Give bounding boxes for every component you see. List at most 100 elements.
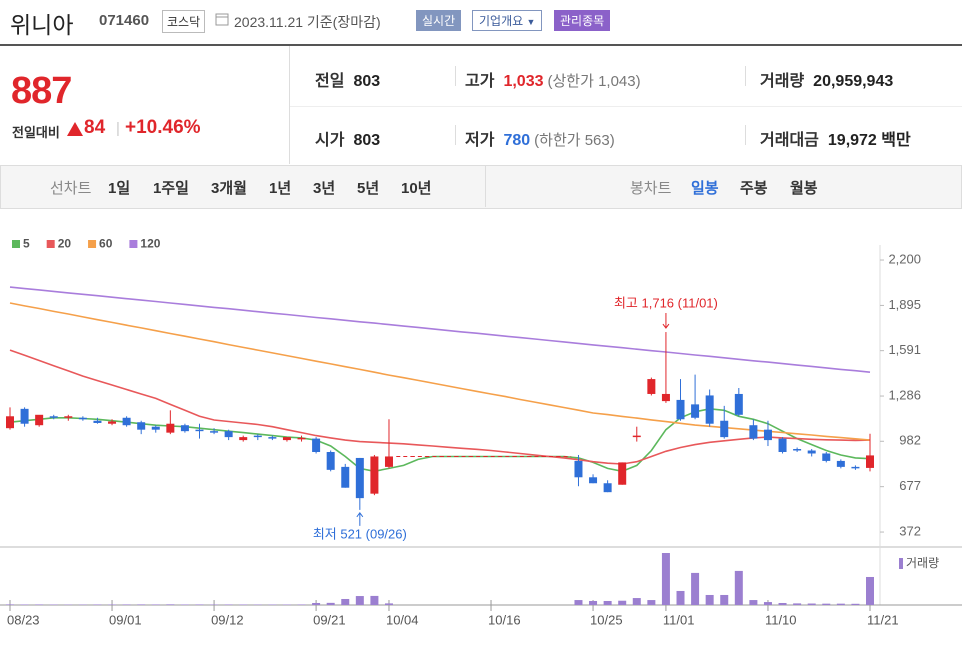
candle-body [661,393,670,402]
stat-value: 780 [503,132,531,149]
candle-body [20,408,29,424]
volume-bar [384,603,393,605]
y-tick-label: 1,895 [888,297,921,312]
stat-label: 고가 [465,73,495,90]
volume-bar [749,600,758,605]
volume-bar [355,596,364,605]
divider [290,106,962,107]
date-basis: 기준(장마감) [306,14,381,30]
candle-body [341,466,350,488]
x-tick-label: 11/21 [867,612,899,627]
volume-bar [151,604,160,605]
price-box [0,46,290,164]
divider [485,166,486,207]
period-button[interactable]: 1일 [108,180,131,197]
volume-bar [807,603,816,605]
y-tick-label: 982 [899,433,921,448]
candle-body [64,416,73,418]
divider [455,66,456,86]
stat: 거래대금 19,972 백만 [760,126,911,150]
legend-label: 120 [140,237,160,251]
volume-bar [180,604,189,605]
candle-body [720,420,729,438]
x-tick-label: 10/25 [590,612,623,627]
stat-label: 시가 [315,132,345,149]
stat: 저가 780 (하한가 563) [465,126,615,150]
x-tick-label: 08/23 [7,612,40,627]
period-button[interactable]: 3개월 [211,180,247,197]
candle-body [370,456,379,494]
period-button[interactable]: 3년 [313,180,336,197]
candle-body [763,429,772,441]
candle-body [108,421,117,424]
managed-badge: 관리종목 [554,10,611,31]
legend-swatch [46,240,55,248]
stat-unit: 백만 [881,132,911,149]
market-badge: 코스닥 [162,10,206,33]
period-button[interactable]: 5년 [357,180,380,197]
date-value: 2023.11.21 [234,14,304,30]
candle-body [807,450,816,454]
ma-line [9,302,871,441]
company-label[interactable]: 기업개요 [479,14,524,28]
volume-bar [224,604,233,605]
volume-bar [341,598,350,605]
candle-body [793,449,802,451]
period-button[interactable]: 1년 [269,180,292,197]
legend-swatch [88,240,97,248]
period-button[interactable]: 주봉 [740,180,768,197]
x-tick-label: 11/01 [663,612,695,627]
annotation: 최고 1,716 (11/01) [614,295,718,310]
stat-note: (하한가 563) [534,132,615,149]
period-button[interactable]: 월봉 [790,180,818,197]
candle-body [297,437,306,440]
annotation-arrow [662,313,670,329]
volume-bar [108,604,117,605]
period-button[interactable]: 일봉 [691,180,719,197]
candle-body [180,425,189,432]
candle-body [210,431,219,433]
candle-body [78,417,87,420]
candle-body [93,420,102,423]
candle-body [676,399,685,420]
company-button[interactable]: 기업개요 ▼ [472,10,543,31]
stat-label: 거래대금 [760,132,819,149]
divider [745,125,746,145]
candle-body [35,414,44,426]
volume-bar [239,604,248,605]
divider [455,125,456,145]
candle-body [603,483,612,493]
volume-bar [705,594,714,605]
candle-body [137,422,146,430]
candle-body [224,431,233,438]
annotation-arrow [356,512,364,526]
volume-bar [691,572,700,605]
candle-body [778,438,787,452]
stat-value: 20,959,943 [813,73,894,90]
volume-bar [297,604,306,605]
candle-chart-label: 봉차트 [630,180,672,197]
volume-bar [122,604,131,605]
volume-legend-swatch [899,558,903,569]
volume-legend: 거래량 [906,556,939,570]
price: 887 [11,70,72,112]
period-button[interactable]: 10년 [401,180,432,197]
candle-body [618,462,627,485]
ma-line [9,407,871,473]
y-tick-label: 1,591 [888,342,921,357]
candle-body [166,423,175,433]
candle-body [749,425,758,439]
period-button[interactable]: 1주일 [153,180,189,197]
legend-label: 60 [99,237,113,251]
chart: 372 677 982 1,286 1,591 1,895 2,200 08/23 09/01 0… [0,237,962,627]
divider [0,44,962,46]
volume-bar [312,602,321,605]
volume-bar [676,590,685,605]
volume-bar [866,576,874,605]
realtime-button[interactable]: 실시간 [416,10,462,31]
volume-bar [35,604,44,605]
x-tick-label: 11/10 [765,612,797,627]
candle-body [822,453,831,461]
volume-bar [166,604,175,605]
candle-body [355,457,364,499]
